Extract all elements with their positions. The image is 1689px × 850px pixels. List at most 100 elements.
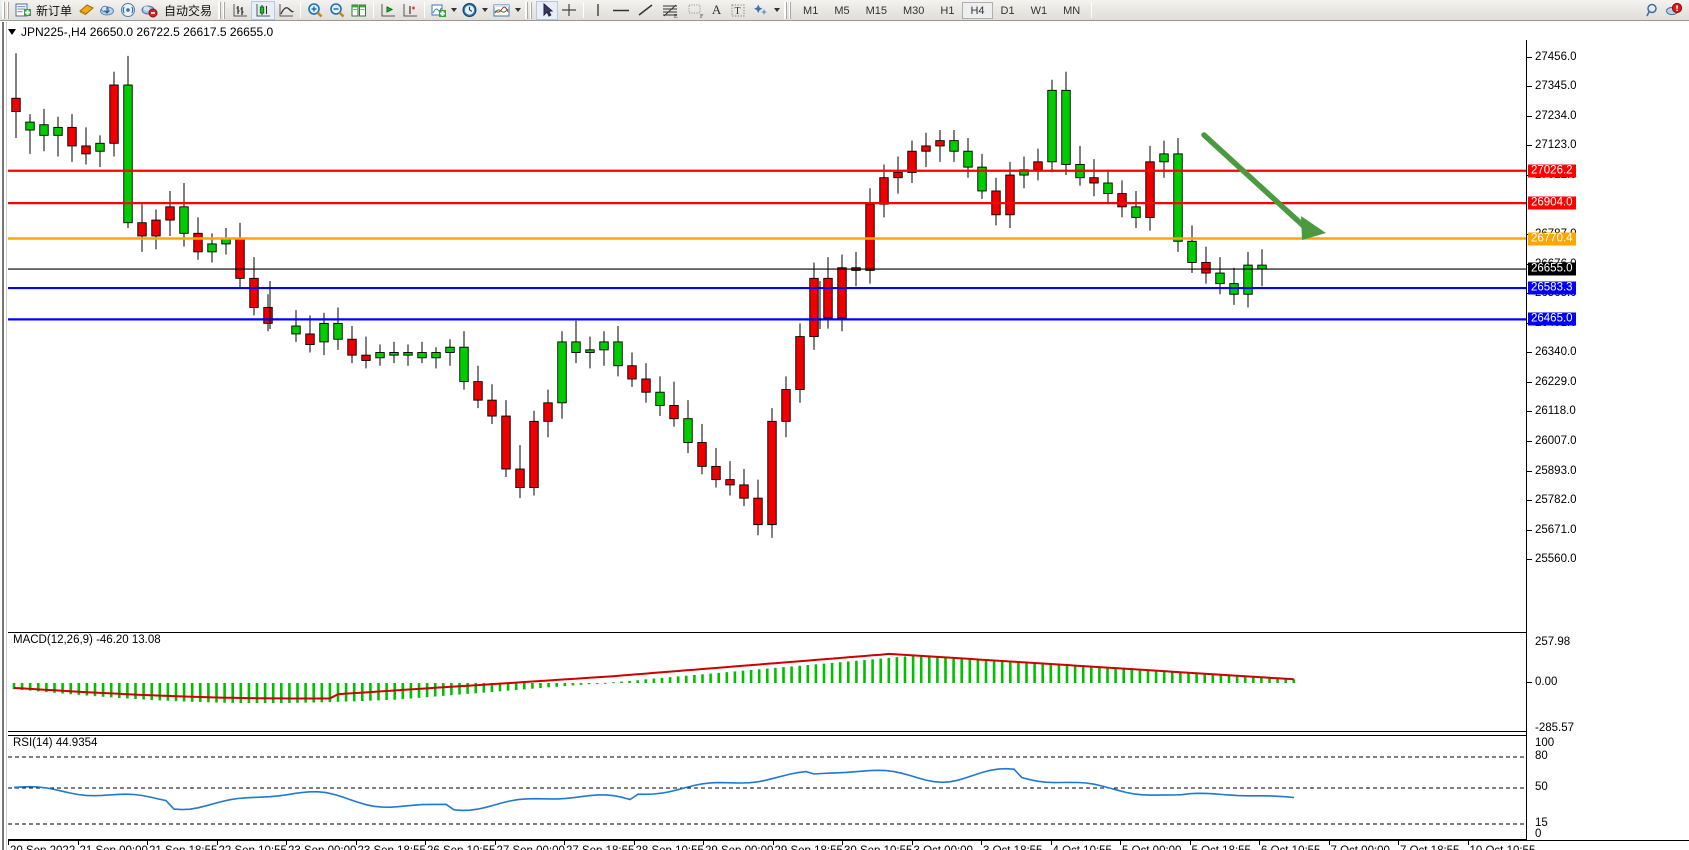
macd-histogram-bar (1284, 678, 1287, 683)
macd-histogram-bar (1179, 671, 1182, 683)
chart-menu-triangle-icon[interactable] (8, 29, 16, 35)
price-chip-support-1[interactable]: 26583.3 (1528, 281, 1576, 295)
candle-body (809, 277, 819, 338)
macd-histogram-bar (782, 667, 785, 683)
auto-trading-button[interactable]: 自动交易 (160, 1, 216, 20)
templates-dropdown-caret[interactable] (515, 8, 522, 12)
cursor-button[interactable] (536, 0, 559, 20)
macd-histogram-bar (936, 656, 939, 683)
rsi-axis-label: 80 (1535, 750, 1548, 762)
macd-histogram-bar (458, 683, 461, 695)
macd-histogram-bar (531, 683, 534, 689)
price-chip-support-2[interactable]: 26465.0 (1528, 312, 1576, 326)
shapes-button[interactable] (749, 1, 782, 20)
period-dropdown-caret[interactable] (482, 8, 489, 12)
toolbar-grip-1[interactable] (2, 1, 10, 19)
time-axis-label: 10 Oct 10:55 (1470, 845, 1536, 850)
toolbar-grip-3[interactable] (525, 1, 534, 19)
text-letter-button[interactable]: A (711, 2, 722, 17)
price-panel[interactable] (8, 40, 1526, 567)
indicators-button[interactable] (428, 1, 459, 20)
text-label-button[interactable]: T (727, 1, 749, 20)
zoom-in-button[interactable] (304, 1, 326, 20)
rsi-panel[interactable]: RSI(14) 44.9354 (8, 735, 1526, 840)
candle-body (95, 142, 105, 152)
macd-histogram-bar (1243, 676, 1247, 683)
timeframe-d1[interactable]: D1 (1000, 4, 1015, 17)
indicators-dropdown-caret[interactable] (451, 8, 458, 12)
price-chip-last-price[interactable]: 26655.0 (1528, 262, 1576, 276)
macd-histogram-bar (1000, 660, 1004, 683)
bar-chart-button[interactable] (229, 1, 251, 20)
trendline-button[interactable] (634, 1, 658, 20)
macd-histogram-bar (1171, 671, 1174, 683)
macd-histogram-bar (725, 672, 729, 683)
macd-panel[interactable]: MACD(12,26,9) -46.20 13.08 (8, 632, 1526, 732)
vertical-line-button[interactable] (587, 1, 608, 20)
time-axis-label: 27 Sep 18:55 (566, 845, 634, 850)
history-center-button[interactable] (76, 1, 97, 20)
time-axis-label: 26 Sep 10:55 (427, 845, 495, 850)
text-tool-button[interactable]: F (684, 1, 706, 20)
candle-body (67, 126, 77, 147)
price-chip-resistance-2[interactable]: 26904.0 (1528, 196, 1576, 210)
toolbar-grip-4[interactable] (784, 1, 793, 19)
fibonacci-button[interactable]: E (658, 1, 684, 20)
rsi-axis-label: 15 (1535, 817, 1548, 829)
auto-scroll-button[interactable] (399, 1, 421, 20)
macd-histogram-bar (296, 683, 299, 703)
candle-body (977, 166, 987, 192)
time-axis[interactable]: 20 Sep 2022 21 Sep 00:0021 Sep 18:5522 Se… (8, 840, 1689, 850)
timeframe-m30[interactable]: M30 (903, 4, 925, 17)
timeframe-m5[interactable]: M5 (834, 4, 850, 17)
alerts-button[interactable] (139, 1, 160, 20)
macd-histogram-bar (69, 683, 72, 695)
time-tick (1189, 841, 1191, 845)
candle-body (1047, 89, 1057, 163)
signals-button[interactable] (118, 1, 139, 20)
candle-body (627, 365, 637, 380)
chart-shift-button[interactable] (377, 1, 399, 20)
macd-histogram-bar (790, 666, 793, 683)
crosshair-button[interactable] (558, 1, 580, 20)
toolbar-grip-2[interactable] (218, 1, 227, 19)
notification-button[interactable] (1663, 1, 1685, 20)
time-tick (1328, 841, 1330, 845)
time-tick (564, 841, 565, 845)
timeframe-h1[interactable]: H1 (940, 4, 955, 17)
price-chip-resistance-1[interactable]: 27026.2 (1528, 164, 1576, 178)
toolbar-separator-5 (1091, 2, 1093, 18)
chart-symbol-bar[interactable]: JPN225-,H4 26650.0 26722.5 26617.5 26655… (8, 24, 273, 40)
timeframe-mn[interactable]: MN (1063, 4, 1081, 17)
candle-body (193, 232, 203, 253)
tile-windows-button[interactable] (348, 1, 370, 20)
macd-histogram-bar (587, 683, 591, 685)
candlestick-chart-button[interactable] (251, 0, 276, 20)
mql-cloud-button[interactable] (97, 1, 118, 20)
macd-histogram-bar (223, 683, 226, 703)
macd-histogram-bar (685, 675, 688, 683)
horizontal-line-button[interactable] (608, 1, 634, 20)
timeframe-w1[interactable]: W1 (1030, 4, 1048, 17)
candle-body (767, 420, 777, 526)
zoom-out-button[interactable] (326, 1, 348, 20)
macd-histogram-bar (1009, 660, 1012, 683)
price-chip-pivot-line[interactable]: 26770.4 (1528, 232, 1576, 245)
line-chart-button[interactable] (275, 1, 297, 20)
shapes-dropdown-caret[interactable] (774, 8, 781, 12)
templates-button[interactable] (490, 1, 523, 20)
timeframe-m1[interactable]: M1 (803, 4, 819, 17)
macd-histogram-bar (215, 683, 218, 703)
macd-histogram-bar (12, 683, 16, 690)
price-axis[interactable]: 27456.027345.027234.027123.027012.026787… (1526, 40, 1689, 850)
timeframe-m15[interactable]: M15 (865, 4, 887, 17)
horizontal-line-icon (613, 9, 630, 11)
search-button[interactable] (1642, 1, 1663, 20)
macd-signal-line (13, 652, 1294, 700)
timeframe-h4[interactable]: H4 (962, 1, 993, 19)
macd-histogram-bar (1292, 679, 1296, 683)
period-button[interactable] (459, 1, 490, 20)
axis-tick (1527, 115, 1532, 117)
candle-body (1033, 161, 1043, 171)
new-order-button[interactable]: 新订单 (13, 1, 76, 20)
